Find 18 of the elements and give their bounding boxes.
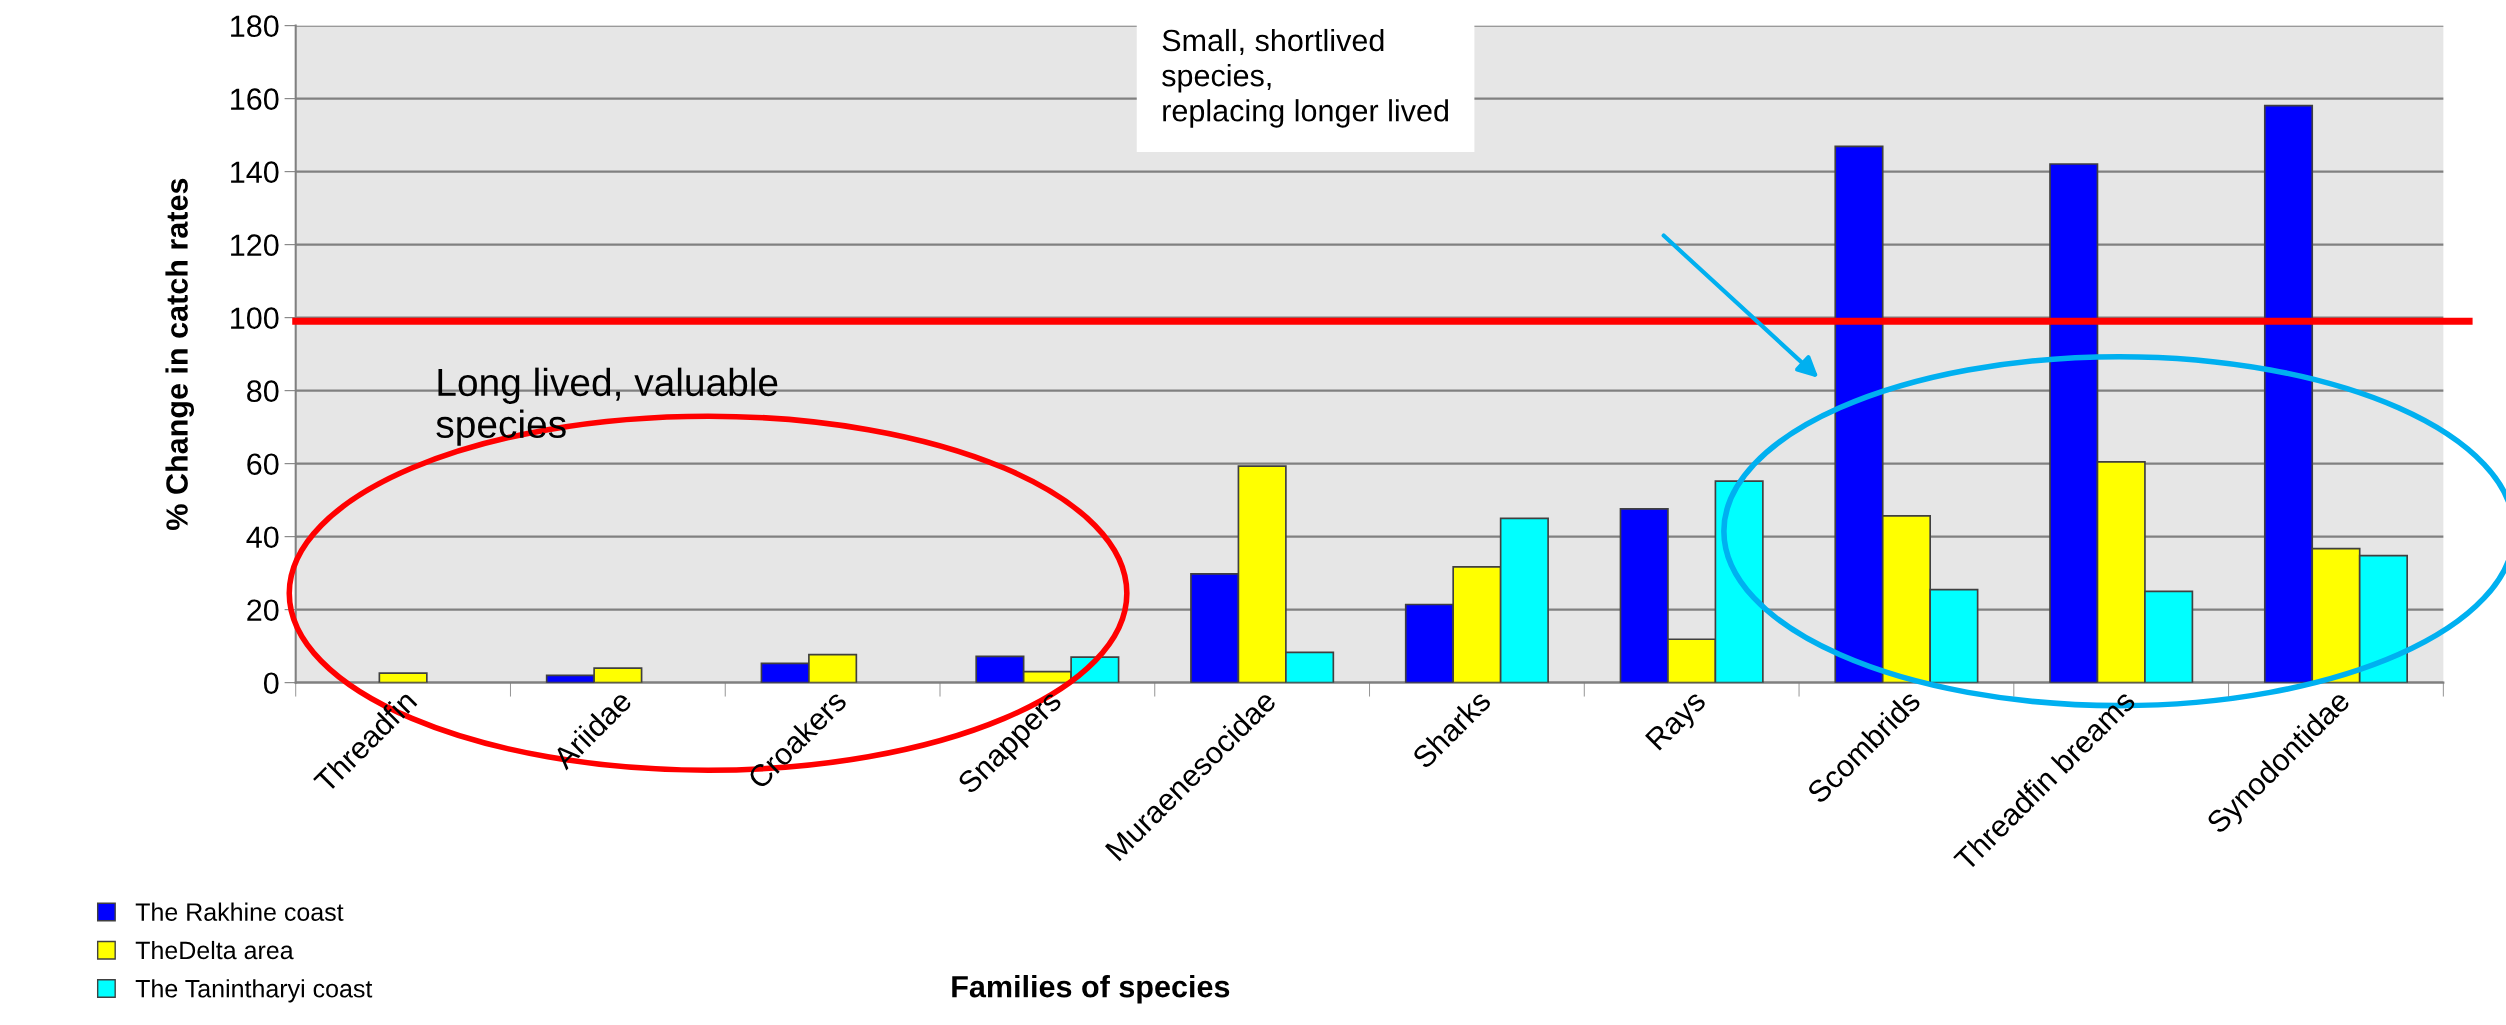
y-tick-label: 80 <box>247 380 279 403</box>
y-tick-label: 120 <box>231 234 279 257</box>
y-tick-label: 180 <box>231 15 279 37</box>
legend-label: The Rakhine coast <box>135 902 344 921</box>
y-tick-label: 140 <box>231 161 279 183</box>
legend-label: TheDelta area <box>135 940 294 960</box>
y-axis-title: % Change in catch rates <box>165 178 195 530</box>
y-tick-label: 40 <box>246 526 279 549</box>
y-tick-label: 160 <box>231 88 279 110</box>
annotation: Long lived, valuable species <box>436 367 778 446</box>
y-tick-label: 100 <box>231 307 279 330</box>
y-tick-label: 0 <box>263 672 279 695</box>
y-tick-label: 60 <box>247 453 279 476</box>
legend-label: The Tanintharyi coast <box>135 979 373 1003</box>
bar <box>378 672 428 683</box>
annotation: Small, shortlived species, replacing longer lived <box>1162 28 1448 128</box>
x-axis-title: Families of species <box>952 975 1230 1004</box>
y-tick-label: 20 <box>247 599 279 622</box>
